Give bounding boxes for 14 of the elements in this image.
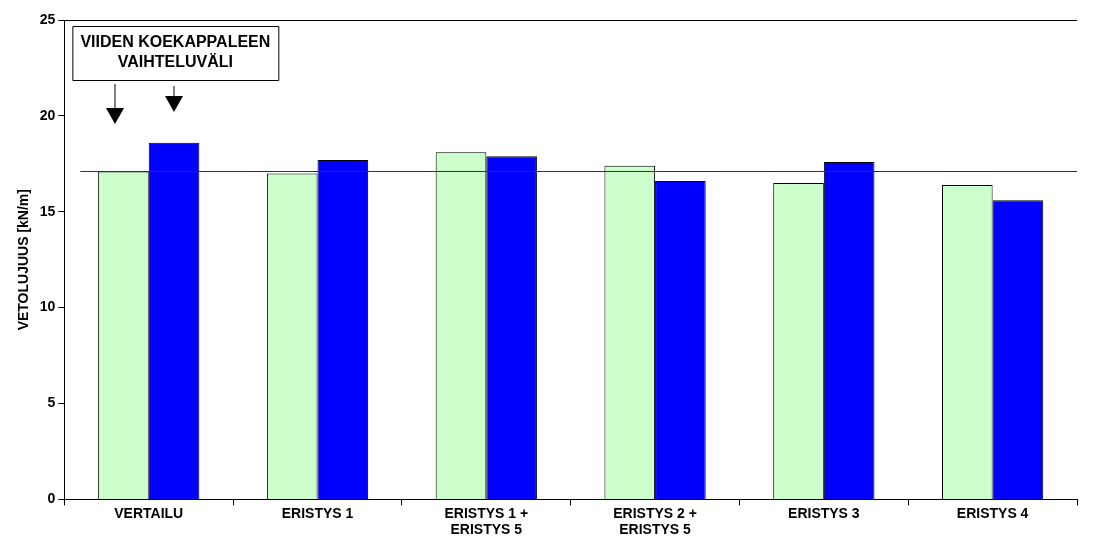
x-tick-label: ERISTYS 2 + ERISTYS 5 bbox=[613, 504, 697, 538]
x-tick-label: ERISTYS 1 bbox=[281, 504, 354, 521]
y-axis-title: VETOLUJUUS [kN/m] bbox=[15, 189, 32, 331]
x-tick-label: ERISTYS 4 bbox=[956, 504, 1029, 521]
x-tick-label: VERTAILU bbox=[114, 504, 184, 521]
y-tick-label: 10 bbox=[39, 298, 56, 315]
y-tick-label: 20 bbox=[39, 106, 56, 123]
x-tick-label: ERISTYS 3 bbox=[788, 504, 860, 521]
y-tick-label: 5 bbox=[47, 394, 56, 411]
annotation: VIIDEN KOEKAPPALEEN VAIHTELUVÄLI bbox=[80, 33, 271, 71]
y-tick-label: 15 bbox=[39, 202, 56, 219]
y-tick-label: 25 bbox=[39, 10, 56, 27]
y-tick-label: 0 bbox=[47, 490, 56, 507]
x-tick-label: ERISTYS 1 + ERISTYS 5 bbox=[444, 504, 529, 538]
